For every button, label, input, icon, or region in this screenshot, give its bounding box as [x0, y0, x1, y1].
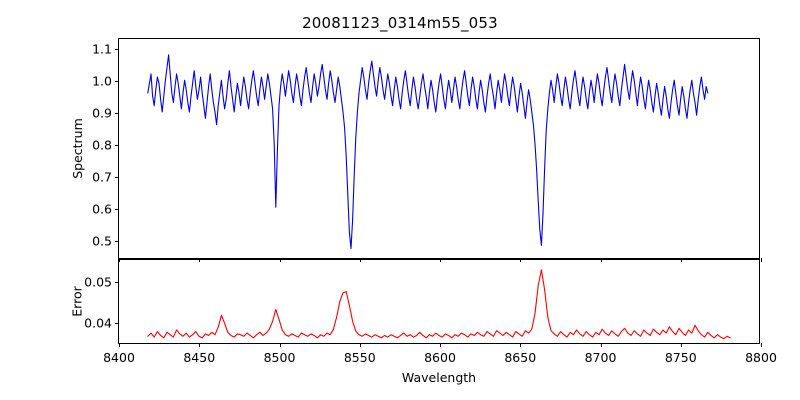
error-y-tick-label: 0.05	[84, 274, 112, 290]
spectrum-y-tick-label: 1.1	[92, 41, 112, 57]
spectrum-x-tick	[359, 258, 361, 262]
spectrum-y-tick-label: 0.9	[92, 105, 112, 121]
spectrum-axes: Spectrum 0.5 0.6 0.7 0.8 0.9 1.0 1.1	[70, 38, 763, 262]
spectrum-plot-area	[119, 39, 759, 258]
error-axes: Error 0.04 0.05 8400 8450 8500 8550 8600 8650 87…	[70, 259, 777, 365]
figure-title: 20081123_0314m55_053	[302, 14, 498, 32]
x-tick-label: 8800	[745, 350, 777, 365]
error-x-tick	[199, 343, 201, 347]
error-y-tick	[115, 322, 119, 324]
error-x-tick	[600, 343, 602, 347]
error-x-tick	[761, 343, 763, 347]
error-x-tick	[359, 343, 361, 347]
x-tick-label: 8400	[103, 350, 135, 365]
error-x-tick	[279, 343, 281, 347]
spectrum-ylabel: Spectrum	[69, 118, 85, 179]
spectrum-y-tick-label: 0.8	[92, 137, 112, 153]
error-y-tick	[115, 282, 119, 284]
x-tick-label: 8500	[263, 350, 296, 365]
spectrum-x-tick	[520, 258, 522, 262]
spectrum-y-tick	[115, 240, 119, 242]
error-ylabel-wrap: Error	[57, 260, 97, 343]
spectrum-y-tick	[115, 176, 119, 178]
spectrum-ylabel-wrap: Spectrum	[57, 39, 97, 258]
x-tick-label: 8450	[183, 350, 216, 365]
spectrum-y-tick-label: 0.6	[92, 201, 112, 217]
error-line	[148, 270, 730, 339]
spectrum-y-tick	[115, 144, 119, 146]
x-axis-label: Wavelength	[401, 370, 477, 385]
spectrum-line	[148, 55, 708, 249]
error-x-tick	[520, 343, 522, 347]
error-x-tick	[680, 343, 682, 347]
spectrum-y-tick-label: 0.7	[92, 169, 112, 185]
spectrum-y-tick	[115, 208, 119, 210]
spectrum-x-tick	[600, 258, 602, 262]
x-tick-label: 8550	[343, 350, 376, 365]
error-ylabel: Error	[69, 286, 85, 317]
error-plot-area	[119, 260, 759, 343]
spectrum-y-tick	[115, 48, 119, 50]
spectrum-y-tick-label: 1.0	[92, 73, 112, 89]
spectrum-x-tick	[761, 258, 763, 262]
spectrum-x-tick	[199, 258, 201, 262]
error-x-tick	[119, 343, 121, 347]
x-tick-label: 8600	[424, 350, 456, 365]
error-y-tick-label: 0.04	[84, 315, 112, 331]
x-tick-label: 8650	[504, 350, 537, 365]
spectrum-x-tick	[119, 258, 121, 262]
spectrum-y-tick-label: 0.5	[92, 233, 112, 249]
error-x-tick	[440, 343, 442, 347]
x-tick-label: 8750	[664, 350, 697, 365]
spectrum-x-tick	[440, 258, 442, 262]
spectrum-y-tick	[115, 80, 119, 82]
spectrum-y-tick	[115, 112, 119, 114]
spectrum-x-tick	[680, 258, 682, 262]
spectrum-x-tick	[279, 258, 281, 262]
x-tick-label: 8700	[584, 350, 617, 365]
